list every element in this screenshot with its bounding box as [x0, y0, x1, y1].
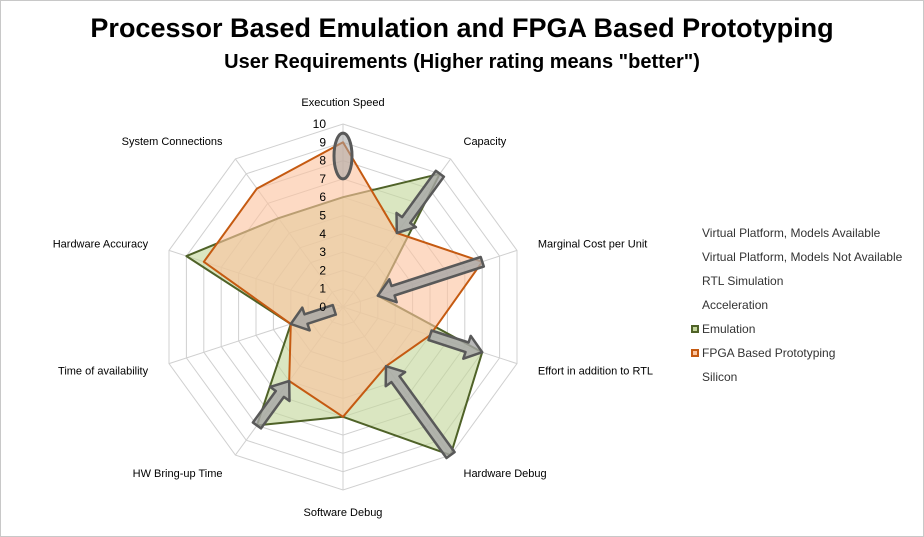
category-label-hw-bring-up-time: HW Bring-up Time: [133, 468, 223, 480]
legend-label: Virtual Platform, Models Not Available: [702, 250, 903, 264]
category-label-hardware-debug: Hardware Debug: [464, 468, 547, 480]
category-label-hardware-accuracy: Hardware Accuracy: [53, 239, 149, 251]
arrow-marginal-cost-per-unit: [376, 255, 486, 304]
legend-label: Acceleration: [702, 298, 769, 312]
category-label-system-connections: System Connections: [122, 136, 223, 148]
arrow-effort-in-addition-to-rtl: [427, 329, 484, 360]
legend-item: Emulation: [691, 321, 921, 337]
legend-swatch: [691, 229, 699, 237]
category-label-effort-in-addition-to-rtl: Effort in addition to RTL: [538, 365, 653, 377]
category-label-marginal-cost-per-unit: Marginal Cost per Unit: [538, 239, 647, 251]
legend-item: Silicon: [691, 369, 921, 385]
category-label-capacity: Capacity: [464, 136, 507, 148]
tick-label: 10: [313, 117, 327, 131]
legend-label: RTL Simulation: [702, 274, 784, 288]
tick-label: 5: [319, 209, 326, 223]
legend-label: Virtual Platform, Models Available: [702, 226, 881, 240]
legend-swatch: [691, 301, 699, 309]
tick-label: 9: [319, 135, 326, 149]
legend-item: Acceleration: [691, 297, 921, 313]
legend-item: Virtual Platform, Models Available: [691, 225, 921, 241]
tick-label: 1: [319, 282, 326, 296]
category-label-execution-speed: Execution Speed: [301, 97, 384, 109]
legend-label: Emulation: [702, 322, 756, 336]
legend-label: Silicon: [702, 370, 738, 384]
arrow-time-of-availability: [289, 303, 338, 332]
tick-label: 2: [319, 263, 326, 277]
tick-label: 3: [319, 245, 326, 259]
tick-label: 8: [319, 154, 326, 168]
legend-swatch: [691, 373, 699, 381]
legend-swatch: [691, 277, 699, 285]
legend-item: Virtual Platform, Models Not Available: [691, 249, 921, 265]
chart-title: Processor Based Emulation and FPGA Based…: [90, 13, 834, 43]
category-label-software-debug: Software Debug: [304, 507, 383, 519]
tick-label: 4: [319, 227, 326, 241]
category-label-time-of-availability: Time of availability: [58, 365, 149, 377]
legend-item: FPGA Based Prototyping: [691, 345, 921, 361]
arrow-capacity: [395, 169, 446, 235]
tick-label: 6: [319, 190, 326, 204]
tick-label: 0: [319, 300, 326, 314]
legend-swatch: [691, 349, 699, 357]
highlight-ellipse: [332, 131, 354, 181]
arrow-hardware-debug: [384, 364, 456, 460]
legend-label: FPGA Based Prototyping: [702, 346, 836, 360]
legend-swatch: [691, 253, 699, 261]
arrow-hw-bring-up-time: [251, 379, 291, 430]
legend-item: RTL Simulation: [691, 273, 921, 289]
chart-subtitle: User Requirements (Higher rating means "…: [224, 51, 700, 73]
legend-swatch: [691, 325, 699, 333]
series-fpga-based-prototyping: [202, 141, 484, 418]
tick-label: 7: [319, 172, 326, 186]
